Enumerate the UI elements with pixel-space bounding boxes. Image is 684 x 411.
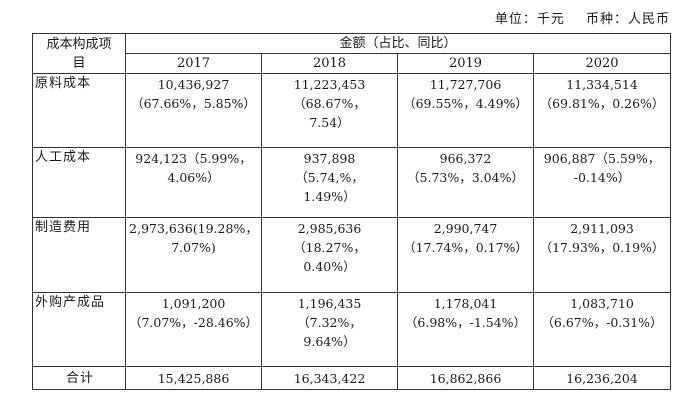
total-cell: 16,343,422 [261,366,398,390]
year-header-2017: 2017 [125,53,262,74]
year-header-2018: 2018 [261,53,398,74]
year-header-2019: 2019 [397,53,534,74]
row-label: 原料成本 [32,73,126,148]
table-cell: 11,223,453 （68.67%， 7.54） [261,73,398,148]
table-row-total: 合计 15,425,886 16,343,422 16,862,866 16,2… [32,366,672,390]
table-row-labor: 人工成本 924,123（5.99%， 4.06%） 937,898 （5.74… [32,147,672,218]
row-label: 人工成本 [32,147,126,218]
row-label: 制造费用 [32,217,126,293]
table-cell: 906,887（5.59%， -0.14%） [532,147,672,218]
header-row-amount: 成本构成项 目 金额（占比、同比） [32,33,672,74]
table-cell: 2,985,636 （18.27%， 0.40%） [261,217,398,293]
unit-currency-line: 单位：千元 币种：人民币 [495,8,670,27]
table-row-raw-material: 原料成本 10,436,927 （67.66%，5.85%） 11,223,45… [32,73,672,148]
cost-item-header: 成本构成项 目 [32,33,126,74]
total-label: 合计 [32,366,126,390]
table-cell: 10,436,927 （67.66%，5.85%） [125,73,262,148]
table-cell: 1,091,200 （7.07%，-28.46%） [125,292,262,367]
table-cell: 924,123（5.99%， 4.06%） [125,147,262,218]
total-cell: 16,862,866 [397,366,534,390]
currency-label: 币种：人民币 [585,12,670,27]
unit-label: 单位：千元 [494,12,565,27]
row-label: 外购产成品 [32,292,126,367]
table-cell: 11,334,514 （69.81%，0.26%） [532,73,672,148]
header-row-years: 2017 2018 2019 2020 [33,53,672,74]
table-cell: 2,973,636(19.28%， 7.07%) [125,217,262,293]
cost-composition-table: 成本构成项 目 金额（占比、同比） 2017 2018 2019 2020 原料… [32,33,672,390]
table-cell: 1,083,710 （6.67%，-0.31%） [532,292,672,367]
table-cell: 2,911,093 （17.93%，0.19%） [532,217,672,293]
table-cell: 2,990,747 （17.74%，0.17%） [397,217,534,293]
year-header-2020: 2020 [532,53,672,74]
total-cell: 15,425,886 [125,366,262,390]
total-cell: 16,236,204 [532,366,672,390]
table-cell: 966,372 （5.73%，3.04%） [397,147,534,218]
table-cell: 1,196,435 （7.32%， 9.64%） [261,292,398,367]
table-row-manufacturing: 制造费用 2,973,636(19.28%， 7.07%) 2,985,636 … [32,217,672,293]
table-cell: 1,178,041 （6.98%，-1.54%） [397,292,534,367]
table-cell: 11,727,706 （69.55%，4.49%） [397,73,534,148]
amount-header: 金额（占比、同比） [124,33,672,54]
table-cell: 937,898 （5.74,%， 1.49%） [261,147,398,218]
table-row-purchased-goods: 外购产成品 1,091,200 （7.07%，-28.46%） 1,196,43… [32,292,672,367]
